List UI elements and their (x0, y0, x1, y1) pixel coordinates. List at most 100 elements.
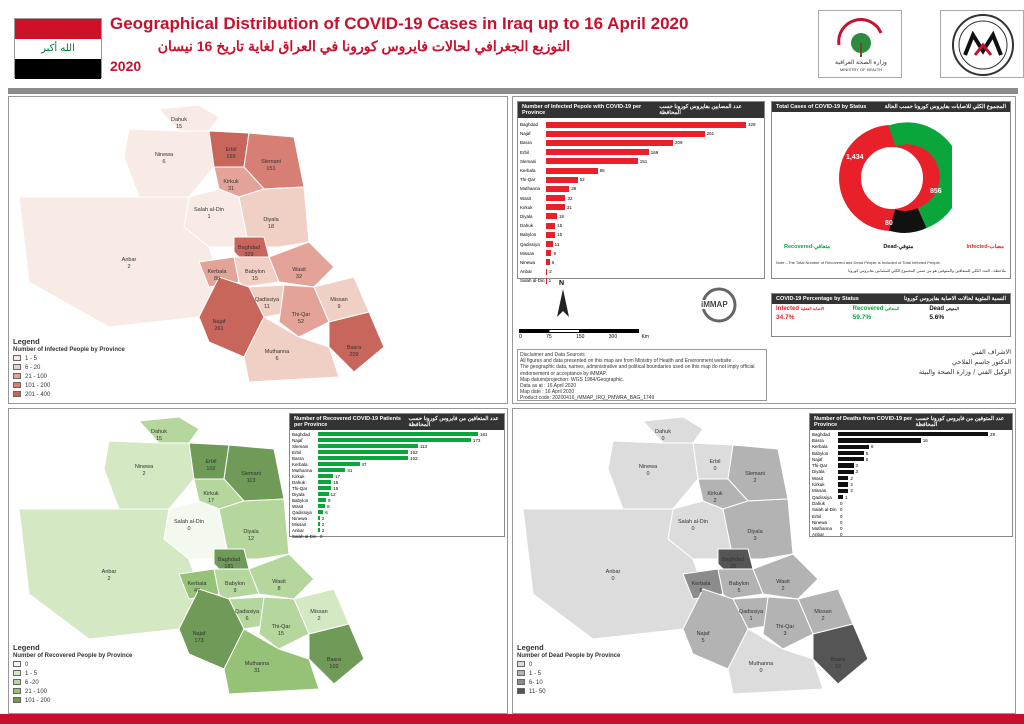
ministry-seal-logo (940, 10, 1024, 78)
infected-map-panel: Dahuk 15 Erbil 169 Ninewa 6 Kirkuk 31 Slemani 151… (8, 96, 508, 404)
bar-value: 0 (840, 507, 843, 513)
legend-item: 21 - 100 (13, 688, 132, 697)
bar-value: 0 (320, 533, 323, 539)
region-label: Slemani 151 (261, 159, 281, 172)
legend-item: 101 - 200 (13, 697, 132, 706)
bar-row: Kirkuk 2 (810, 481, 1012, 487)
bar-label: Kirkuk (520, 204, 533, 210)
bar-row: Wasit 8 (290, 503, 504, 509)
bar-value: 1 (548, 278, 552, 284)
bar-row: Dahuk 15 (518, 221, 764, 230)
bar-row: Kerbala 47 (290, 461, 504, 467)
infected-map (18, 104, 385, 383)
bar-label: Kerbala (520, 168, 536, 174)
bar-value: 151 (639, 158, 648, 164)
iraq-flag: الله أكبر (14, 18, 102, 79)
bar-value: 3 (855, 469, 859, 475)
bar-value: 2 (321, 521, 325, 527)
bar-value: 2 (549, 269, 552, 275)
bar-row: Thi-Qar 52 (518, 175, 764, 184)
moh-sub: MINISTRY OF HEALTH (839, 67, 883, 72)
bar-value: 29 (990, 431, 996, 437)
region-label: Baghdad 329 (237, 245, 261, 258)
bar-label: Thi-Qar (520, 177, 536, 183)
region-label: Muthanna 0 (748, 661, 774, 674)
bar-row: Kerbala 85 (518, 166, 764, 175)
bar-label: Kirkuk (292, 473, 305, 479)
percentage-header: COVID-19 Percentage by Status النسبة الم… (772, 294, 1010, 304)
region-label: Baghdad 29 (721, 557, 745, 570)
bar-label: Anbar (520, 269, 533, 275)
bar (546, 268, 548, 275)
bar-label: Qadissiya (292, 509, 312, 515)
bar (838, 450, 864, 456)
bar-row: Diyala 3 (810, 469, 1012, 475)
bar (318, 528, 320, 532)
bar-label: Anbar (812, 532, 825, 538)
bar (546, 121, 746, 128)
region-label: Kerbala 47 (187, 581, 207, 594)
bar-value: 52 (579, 177, 585, 183)
legend-item: 0 (13, 661, 132, 670)
donut-slice-dead (888, 207, 927, 233)
bar (318, 480, 332, 484)
legend-dead: Dead-متوفي (883, 244, 914, 250)
region-label: Dahuk 15 (151, 429, 167, 442)
bar-value: 32 (567, 195, 573, 201)
bar-row: Qadissiya 6 (290, 509, 504, 515)
bar-label: Thi-Qar (292, 485, 308, 491)
region-label: Najaf 261 (212, 319, 226, 332)
bar (546, 130, 705, 137)
moh-label: وزارة الصحة العراقية (835, 60, 887, 66)
header: الله أكبر Geographical Distribution of C… (0, 0, 1024, 86)
region-label: Najaf 173 (192, 631, 206, 644)
flag-text: الله أكبر (15, 39, 101, 59)
region-label: Diyala 18 (263, 217, 279, 230)
region-label: Wasit 2 (776, 579, 790, 592)
bar-value: 209 (675, 140, 683, 146)
bar-value: 31 (347, 467, 353, 473)
bar (318, 522, 320, 526)
bar-value: 15 (557, 232, 563, 238)
bar-row: Qadissiya 1 (810, 494, 1012, 500)
bar-value: 16 (922, 437, 928, 443)
bar (838, 438, 921, 443)
bar (546, 231, 556, 238)
region-label: Qadissiya 1 (738, 609, 764, 622)
bar-row: Salah al-Din 1 (518, 276, 764, 285)
legend-item: 11- 50 (517, 688, 620, 697)
bar-value: 2 (321, 527, 325, 533)
legend-item: 1 - 5 (13, 355, 125, 364)
bar (318, 504, 326, 508)
signature-line: الدكتور جاسم الفلاحي (951, 358, 1011, 366)
region-label: Babylon 9 (225, 581, 245, 594)
signature-block: الاشراف الفني الدكتور جاسم الفلاحي الوكيل … (775, 347, 1011, 399)
summary-panel: Number of Infected Pepole with COVID-19 … (512, 96, 1016, 404)
bar (318, 462, 360, 466)
dead-legend: Legend Number of Dead People by Province… (517, 643, 621, 697)
bar (546, 213, 557, 220)
region-label: Slemani 113 (241, 471, 261, 484)
region-thiqar (278, 284, 330, 338)
bar-label: Erbil (520, 149, 530, 155)
region-basra (328, 311, 385, 373)
infected-legend: Legend Number of Infected People by Prov… (13, 337, 125, 400)
bar-label: Najaf (520, 131, 531, 137)
bar-label: Basra (812, 437, 824, 443)
bar (838, 482, 849, 487)
region-label: Erbil 102 (205, 459, 217, 472)
bar-value: 2 (850, 488, 853, 494)
bar-value: 113 (419, 443, 428, 449)
bar (838, 476, 849, 481)
bar-label: Muthanna (292, 467, 313, 473)
donut-panel: Total Cases of COVID-19 by Status المجمو… (771, 101, 1011, 279)
bar-label: Dahuk (292, 479, 306, 485)
legend-item: 21 - 100 (13, 373, 125, 382)
signature-line: الاشراف الفني (971, 348, 1011, 356)
north-label: N (559, 280, 565, 287)
bar-row: Ninewa 0 (810, 519, 1012, 525)
bar-value: 15 (333, 479, 339, 485)
bar-label: Salah al-Din (292, 533, 317, 539)
bar-row: Ninewa 6 (518, 258, 764, 267)
bar-value: 0 (840, 526, 843, 532)
